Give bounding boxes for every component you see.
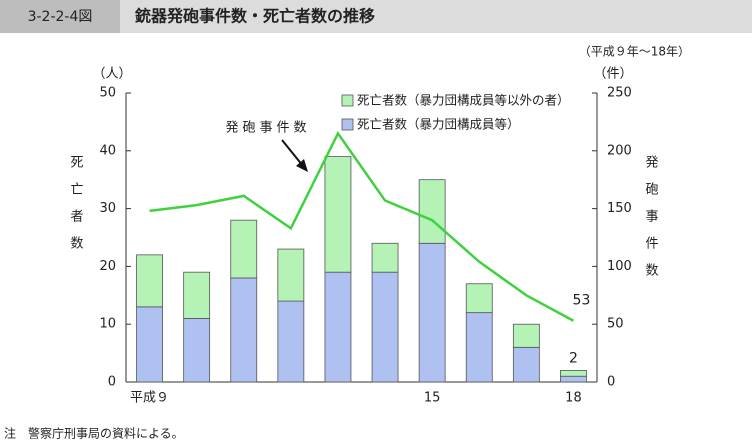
chart-title: 銃器発砲事件数・死亡者数の推移: [135, 7, 375, 26]
bar-segment: [136, 306, 163, 383]
bar-segment: [230, 219, 258, 279]
bar-segment: [418, 242, 446, 383]
annotation-arrow: [281, 139, 304, 167]
subtitle: （平成９年～18年）: [579, 45, 690, 59]
legend-label: 死亡者数（暴力団構成員等以外の者）: [357, 93, 570, 108]
bar-segment: [277, 300, 305, 383]
annotation-arrowhead: [296, 159, 308, 172]
bar-segment: [324, 156, 352, 273]
y2-tick-label: 50: [607, 317, 624, 332]
x-tick-label: 平成９: [130, 391, 169, 406]
line-annotation: 発砲事件数: [225, 121, 310, 136]
y2-tick-label: 150: [607, 201, 632, 216]
header-bar: [0, 0, 752, 33]
y2-unit: （件）: [593, 67, 632, 82]
bar-segment: [371, 271, 399, 383]
y-tick-label: 10: [99, 317, 116, 332]
bar-segment: [512, 323, 540, 348]
legend-swatch: [341, 94, 354, 107]
y-tick-label: 30: [99, 201, 116, 216]
y2-tick-label: 0: [607, 375, 615, 390]
y-tick-label: 0: [108, 375, 116, 390]
note: 注 警察庁刑事局の資料による。: [4, 426, 184, 441]
bar-segment: [277, 248, 305, 302]
y-tick-label: 20: [99, 259, 116, 274]
x-tick-label: 18: [565, 391, 582, 406]
line-value-label: 53: [573, 293, 591, 309]
header-number-box: [0, 0, 120, 33]
bar-segment: [230, 277, 258, 383]
bar-segment: [324, 271, 352, 383]
y2-tick-label: 250: [607, 86, 632, 101]
bar-segment: [183, 318, 211, 383]
y-tick-label: 40: [99, 143, 116, 158]
bar-segment: [560, 375, 587, 383]
bar-segment: [418, 179, 446, 244]
bar-segment: [136, 254, 163, 308]
bar-total-label: 2: [569, 350, 578, 366]
line-series: [149, 131, 575, 322]
bar-segment: [465, 312, 493, 383]
y-tick-label: 50: [99, 86, 116, 101]
bar-segment: [465, 283, 493, 314]
bar-segment: [560, 370, 587, 377]
y-unit: （人）: [92, 67, 131, 82]
x-tick-label: 15: [424, 391, 441, 406]
figure-number: 3-2-2-4図: [28, 9, 93, 25]
bar-segment: [512, 346, 540, 383]
legend-label: 死亡者数（暴力団構成員等）: [357, 117, 520, 132]
y2-tick-label: 200: [607, 143, 632, 158]
bar-segment: [371, 242, 399, 273]
bar-segment: [183, 271, 211, 319]
y2-tick-label: 100: [607, 259, 632, 274]
legend-swatch: [341, 118, 354, 131]
y2-axis-title: 発砲事件数: [643, 155, 659, 290]
y-axis-title: 死亡者数: [68, 155, 84, 263]
